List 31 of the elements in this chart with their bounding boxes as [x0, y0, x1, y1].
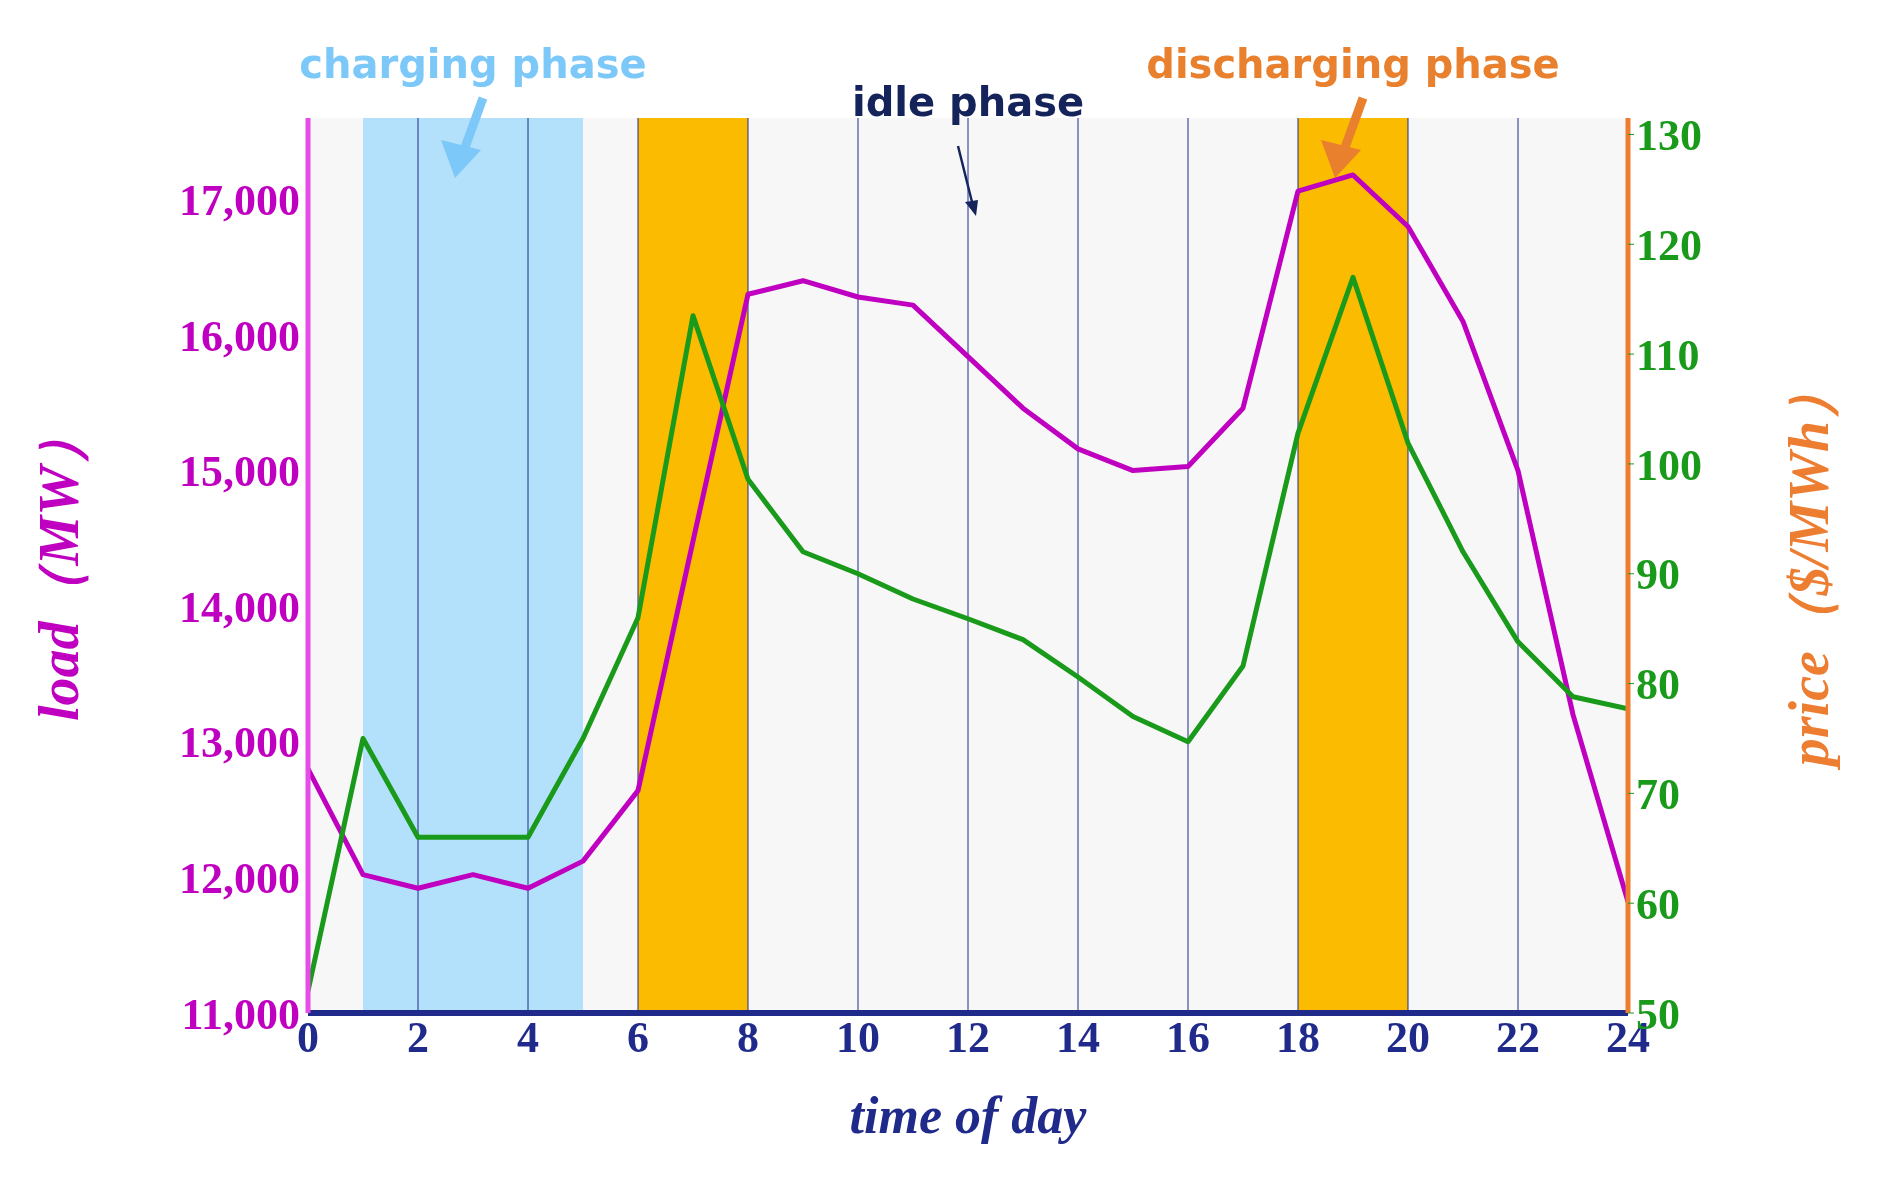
x-tick-label: 16	[1166, 1013, 1210, 1063]
y2-tick-label: 80	[1636, 660, 1680, 710]
y-tick-label: 15,000	[179, 447, 300, 497]
x-tick-label: 22	[1496, 1013, 1540, 1063]
y-tick-label: 17,000	[179, 175, 300, 225]
x-axis-title: time of day	[849, 1087, 1088, 1144]
x-tick-label: 2	[407, 1013, 429, 1063]
y2-tick-label: 70	[1636, 769, 1680, 819]
x-tick-label: 12	[946, 1013, 990, 1063]
x-tick-label: 6	[627, 1013, 649, 1063]
y-tick-label: 12,000	[179, 854, 300, 904]
y2-tick-label: 130	[1636, 111, 1702, 161]
x-tick-label: 4	[517, 1013, 539, 1063]
x-tick-label: 14	[1056, 1013, 1100, 1063]
x-tick-label: 10	[836, 1013, 880, 1063]
x-tick-label: 20	[1386, 1013, 1430, 1063]
y2-tick-label: 110	[1636, 330, 1700, 380]
band-label: discharging phase	[1146, 41, 1560, 87]
y2-tick-label: 90	[1636, 550, 1680, 600]
x-tick-label: 8	[737, 1013, 759, 1063]
y-tick-label: 14,000	[179, 582, 300, 632]
band-label: idle phase	[851, 79, 1085, 125]
y2-tick-label: 60	[1636, 879, 1680, 929]
y2-axis-title: price（$/MWh）	[1777, 364, 1840, 771]
y-axis-title: load（MW）	[27, 409, 90, 722]
y-tick-label: 13,000	[179, 718, 300, 768]
band-label: charging phase	[299, 41, 647, 87]
y2-tick-label: 120	[1636, 220, 1702, 270]
x-tick-label: 18	[1276, 1013, 1320, 1063]
y-tick-label: 16,000	[179, 311, 300, 361]
y2-tick-label: 100	[1636, 440, 1702, 490]
